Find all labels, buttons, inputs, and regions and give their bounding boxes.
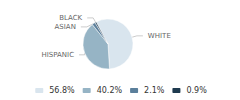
svg-text:56.8%: 56.8% (49, 86, 75, 95)
svg-text:ASIAN: ASIAN (55, 23, 76, 31)
svg-text:WHITE: WHITE (148, 32, 171, 40)
svg-text:BLACK: BLACK (59, 14, 82, 22)
svg-text:0.9%: 0.9% (186, 86, 207, 95)
svg-text:HISPANIC: HISPANIC (41, 51, 74, 59)
svg-text:2.1%: 2.1% (144, 86, 165, 95)
svg-text:40.2%: 40.2% (97, 86, 123, 95)
